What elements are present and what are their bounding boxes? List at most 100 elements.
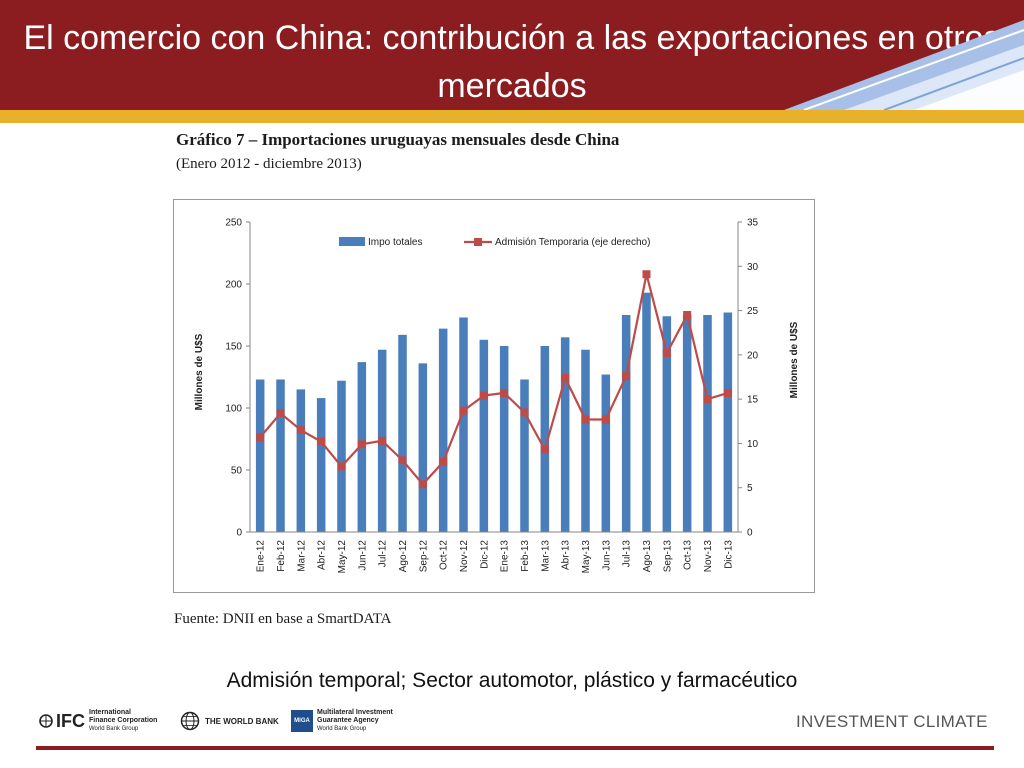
left-tick-label: 200: [225, 280, 242, 291]
x-tick-label: Dic-13: [723, 540, 734, 569]
miga-text-3: World Bank Group: [317, 726, 367, 732]
x-tick-label: May-12: [337, 540, 348, 574]
x-tick-label: Ago-13: [642, 540, 653, 573]
bar-Sep-12: [418, 363, 428, 532]
line-marker-Jun-12: [357, 440, 366, 449]
line-marker-Dic-13: [723, 388, 732, 397]
line-marker-Ene-13: [500, 388, 509, 397]
ifc-text-2: Finance Corporation: [89, 717, 158, 724]
x-tick-label: Jun-13: [601, 540, 612, 571]
ifc-text-3: World Bank Group: [89, 726, 139, 732]
left-tick-label: 0: [236, 528, 242, 539]
line-marker-Nov-13: [703, 395, 712, 404]
admision-line: [259, 273, 729, 486]
figure-title: Gráfico 7 – Importaciones uruguayas mens…: [176, 130, 620, 149]
line-marker-May-12: [337, 462, 346, 471]
miga-mark-box: MIGA: [291, 710, 313, 732]
x-tick-label: Nov-12: [459, 540, 470, 573]
bar-Ago-13: [642, 292, 651, 532]
chart-legend: Impo totales Admisión Temporaria (eje der…: [339, 237, 650, 248]
line-marker-Sep-13: [662, 349, 671, 358]
bar-Feb-13: [520, 379, 529, 532]
right-tick-label: 0: [747, 528, 753, 539]
bar-Ene-13: [499, 346, 509, 532]
left-tick-label: 150: [225, 342, 242, 353]
slide-title: El comercio con China: contribución a la…: [23, 19, 1001, 105]
right-tick-label: 5: [747, 483, 753, 494]
bar-Feb-12: [276, 379, 285, 532]
miga-mark: MIGA: [294, 718, 310, 724]
right-tick-label: 20: [747, 350, 759, 361]
bar-Nov-13: [703, 315, 712, 532]
bar-Dic-13: [723, 312, 733, 532]
right-axis: 0 5 10 15 20 25 30 35: [737, 218, 759, 539]
slide-caption: Admisión temporal; Sector automotor, plá…: [226, 669, 798, 692]
left-tick-label: 50: [231, 466, 243, 477]
line-marker-Mar-13: [540, 445, 549, 454]
right-tick-label: 35: [747, 218, 759, 229]
bar-Oct-13: [682, 315, 692, 532]
line-marker-Oct-13: [683, 311, 692, 319]
bar-Jun-13: [601, 374, 611, 532]
bar-Dic-12: [479, 339, 489, 532]
x-tick-label: Jul-13: [622, 540, 633, 568]
ifc-text-1: International: [89, 709, 132, 716]
miga-text-2: Guarantee Agency: [317, 717, 379, 724]
legend-label-bars: Impo totales: [368, 237, 422, 248]
line-marker-Nov-12: [459, 406, 468, 415]
y-axis-label: Millones de U$S: [194, 333, 205, 410]
left-axis: 0 50 100 150 200 250: [225, 218, 251, 539]
bar-Mar-13: [540, 346, 550, 532]
figure-source: Fuente: DNII en base a SmartDATA: [174, 611, 392, 627]
x-tick-label: Ene-12: [256, 540, 267, 573]
gold-divider: [0, 110, 1024, 123]
slide-header: El comercio con China: contribución a la…: [0, 0, 1024, 110]
bar-Abr-13: [560, 337, 570, 532]
x-tick-label: Ene-13: [500, 540, 511, 573]
bar-Nov-12: [459, 317, 468, 532]
legend-swatch-bars: [339, 237, 365, 246]
bar-Ene-12: [255, 379, 265, 532]
line-marker-Ago-13: [642, 270, 651, 279]
combo-chart: 0 50 100 150 200 250 0 5 10 15 20 25 30 35 Ene-12 Feb…: [194, 218, 800, 574]
x-tick-label: Dic-12: [479, 540, 490, 569]
line-marker-Abr-12: [317, 437, 326, 446]
bar-May-13: [581, 349, 590, 532]
ifc-logo: IFC International Finance Corporation Wo…: [38, 706, 157, 736]
left-tick-label: 100: [225, 404, 242, 415]
miga-logo: MIGA Multilateral Investment Guarantee A…: [291, 706, 393, 736]
bar-Abr-12: [316, 398, 326, 532]
right-tick-label: 25: [747, 306, 759, 317]
x-tick-label: Abr-13: [561, 540, 572, 570]
miga-text-1: Multilateral Investment: [317, 709, 393, 716]
footer-line: [36, 746, 994, 750]
x-tick-label: Mar-12: [296, 540, 307, 572]
x-tick-label: Jun-12: [357, 540, 368, 571]
world-bank-globe-icon: [180, 711, 200, 731]
bar-Sep-13: [662, 316, 672, 532]
bar-May-12: [337, 380, 346, 532]
line-marker-Feb-12: [276, 409, 285, 418]
line-marker-Jul-13: [622, 372, 631, 381]
investment-climate-brand: INVESTMENT CLIMATE: [796, 712, 988, 731]
x-tick-label: Jul-12: [378, 540, 389, 568]
line-marker-Jul-12: [378, 436, 387, 445]
chart-frame: 0 50 100 150 200 250 0 5 10 15 20 25 30 35 Ene-12 Feb…: [173, 199, 815, 593]
right-tick-label: 10: [747, 439, 759, 450]
line-marker-Jun-13: [601, 415, 610, 424]
x-tick-label: Feb-12: [276, 540, 287, 572]
line-marker-Ago-12: [398, 456, 407, 465]
figure-subtitle: (Enero 2012 - diciembre 2013): [176, 156, 362, 172]
line-marker-Sep-12: [418, 480, 427, 489]
x-tick-label: Oct-12: [439, 540, 450, 570]
x-tick-label: Mar-13: [540, 540, 551, 572]
world-bank-text: THE WORLD BANK: [205, 716, 279, 726]
x-tick-label: Abr-12: [317, 540, 328, 570]
x-axis: Ene-12 Feb-12 Mar-12 Abr-12 May-12 Jun-12 Jul-…: [250, 531, 738, 574]
line-marker-Ene-12: [256, 433, 265, 442]
x-tick-label: Feb-13: [520, 540, 531, 572]
line-marker-Oct-12: [439, 458, 448, 467]
y2-axis-label: Millones de U$S: [789, 321, 800, 398]
line-marker-May-13: [581, 415, 590, 424]
footer-logos: IFC International Finance Corporation Wo…: [38, 706, 438, 736]
